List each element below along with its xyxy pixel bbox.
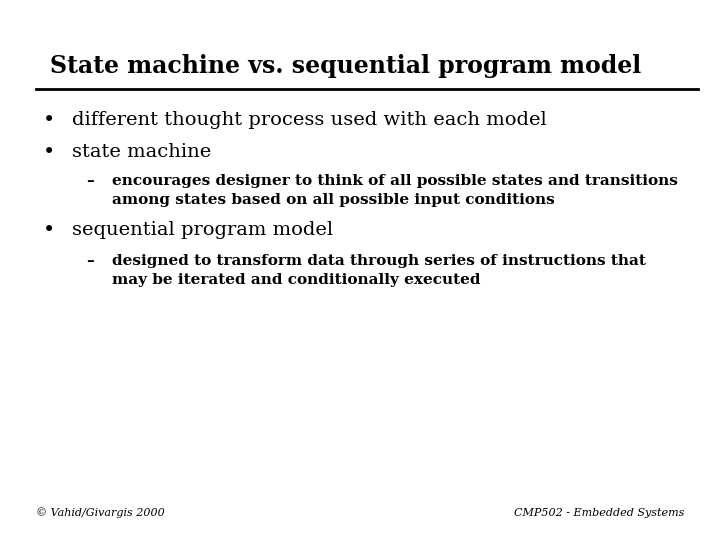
Text: © Vahid/Givargis 2000: © Vahid/Givargis 2000	[36, 508, 165, 518]
Text: sequential program model: sequential program model	[72, 221, 333, 239]
Text: –: –	[86, 254, 94, 268]
Text: State machine vs. sequential program model: State machine vs. sequential program mod…	[50, 54, 642, 78]
Text: different thought process used with each model: different thought process used with each…	[72, 111, 546, 129]
Text: –: –	[86, 174, 94, 188]
Text: •: •	[43, 111, 55, 130]
Text: CMP502 - Embedded Systems: CMP502 - Embedded Systems	[513, 508, 684, 518]
Text: designed to transform data through series of instructions that: designed to transform data through serie…	[112, 254, 645, 268]
Text: encourages designer to think of all possible states and transitions: encourages designer to think of all poss…	[112, 174, 678, 188]
Text: may be iterated and conditionally executed: may be iterated and conditionally execut…	[112, 273, 480, 287]
Text: •: •	[43, 221, 55, 240]
Text: state machine: state machine	[72, 143, 211, 161]
Text: among states based on all possible input conditions: among states based on all possible input…	[112, 193, 554, 207]
Text: •: •	[43, 143, 55, 162]
